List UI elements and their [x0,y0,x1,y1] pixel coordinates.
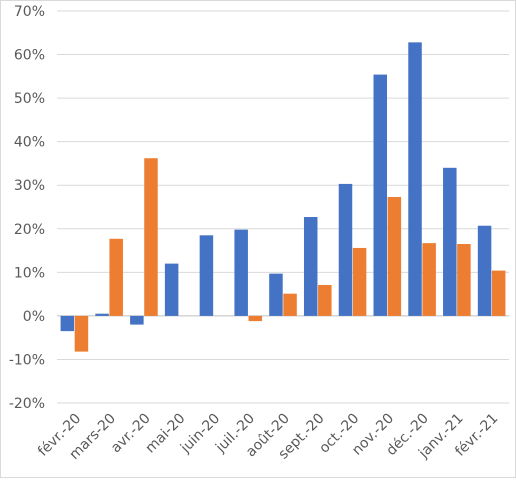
y-tick-label: 60% [14,48,45,64]
bar-series-2 [248,315,263,322]
bar-series-1 [477,225,492,316]
bar-series-1 [338,183,353,316]
y-tick-label: 50% [14,91,45,107]
bar-series-1 [164,263,179,316]
bar-series-1 [234,229,248,316]
y-tick-label: 0% [23,309,45,325]
y-tick-label: 20% [14,222,45,238]
bar-series-2 [318,284,332,316]
x-axis-ticks: févr.-20mars-20avr.-20mai-20juin-20juil.… [35,411,501,463]
bar-series-1 [269,273,283,316]
bar-series-1 [408,42,422,316]
bar-series-2 [283,293,297,316]
bars [60,42,506,352]
y-tick-label: 70% [14,4,45,20]
bar-series-2 [457,244,471,316]
bar-series-2 [352,247,367,316]
y-axis-ticks: -20% -10% 0% 10% 20% 30% 40% 50% 60% 70% [9,4,45,412]
bar-series-2 [387,196,402,316]
bar-series-1 [60,315,75,332]
y-tick-label: 40% [14,135,45,151]
bar-series-2 [491,270,506,316]
y-tick-label: 10% [14,265,45,281]
bar-series-2 [144,158,158,316]
y-tick-label: -20% [9,396,45,412]
bar-series-1 [303,217,318,316]
gridlines [57,10,509,404]
bar-series-1 [130,315,144,325]
bar-series-1 [199,235,214,316]
bar-series-1 [443,167,457,316]
bar-series-2 [422,243,436,316]
y-tick-label: -10% [9,352,45,368]
bar-series-2 [109,238,123,316]
bar-series-1 [95,313,109,316]
bar-series-1 [373,74,388,316]
bar-series-2 [74,315,89,352]
y-tick-label: 30% [14,178,45,194]
